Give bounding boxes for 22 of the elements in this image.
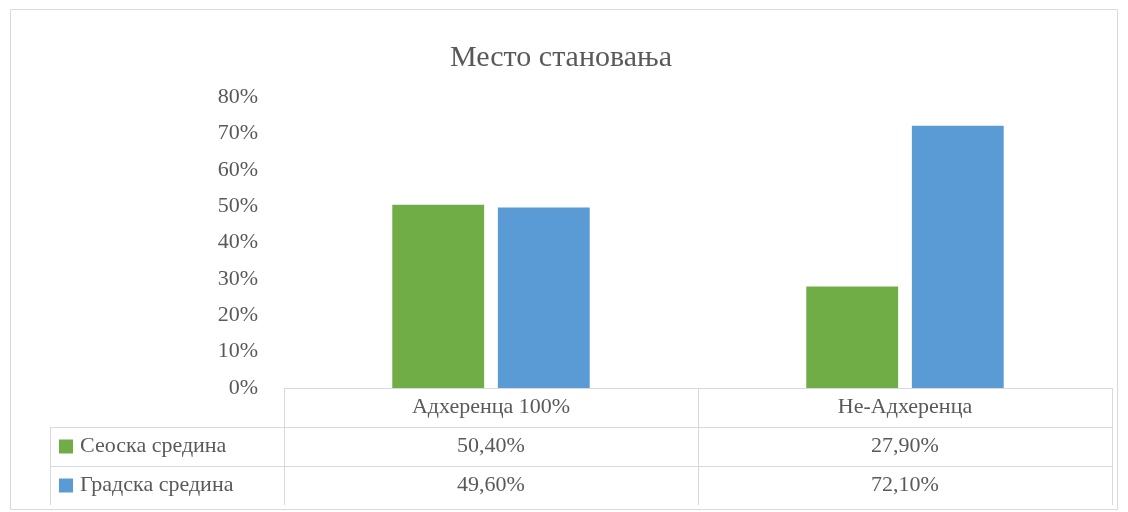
- legend-label: Градска средина: [80, 471, 234, 497]
- y-tick-label: 20%: [217, 301, 258, 327]
- legend-label: Сеоска средина: [80, 432, 227, 458]
- y-tick-label: 60%: [217, 155, 258, 181]
- bar: [392, 204, 485, 388]
- y-tick-label: 80%: [217, 82, 258, 108]
- data-label: 50,40%: [457, 432, 525, 458]
- bar: [911, 125, 1004, 388]
- x-tick-label: Адхеренца 100%: [411, 392, 571, 418]
- y-tick-label: 70%: [217, 119, 258, 145]
- chart-title: Место становања: [449, 38, 673, 72]
- y-tick-label: 0%: [228, 373, 258, 399]
- bar: [806, 286, 899, 388]
- data-label: 27,90%: [871, 432, 939, 458]
- data-label: 49,60%: [457, 471, 525, 497]
- y-tick-label: 40%: [217, 228, 258, 254]
- x-tick-label: Не-Адхеренца: [837, 392, 973, 418]
- y-tick-label: 10%: [217, 337, 258, 363]
- data-label: 72,10%: [871, 471, 939, 497]
- bar: [497, 207, 590, 388]
- y-tick-label: 50%: [217, 191, 258, 217]
- y-tick-label: 30%: [217, 264, 258, 290]
